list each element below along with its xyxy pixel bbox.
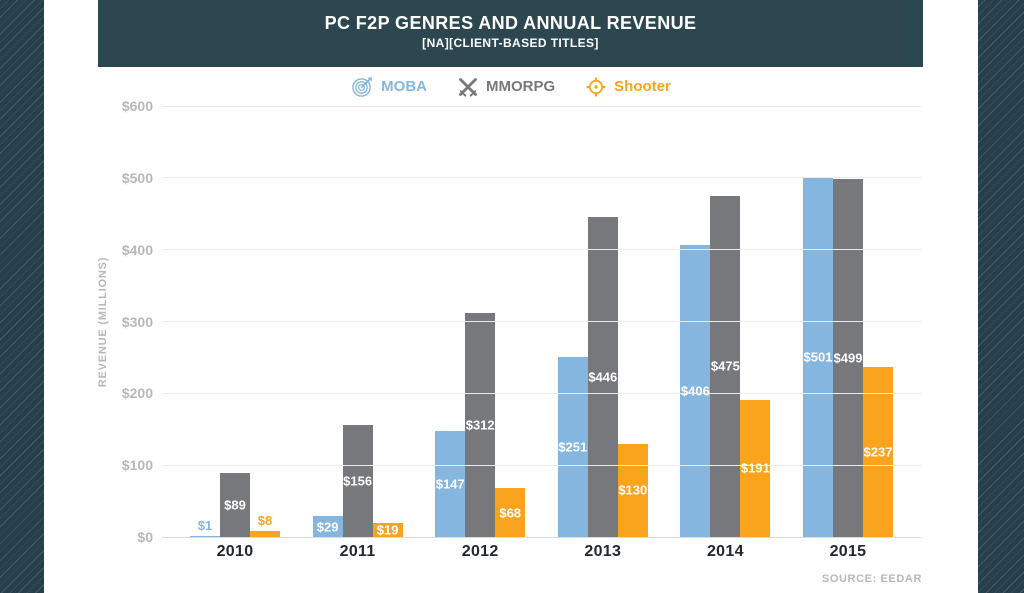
bar-value-label: $501 <box>803 349 833 365</box>
chart-header: PC F2P GENRES AND ANNUAL REVENUE [NA][CL… <box>98 0 923 67</box>
bar-value-label: $1 <box>197 518 213 534</box>
bar-group-2015: $501 $499 $237 2015 <box>802 106 893 560</box>
bar-shooter-2015: $237 <box>862 366 893 537</box>
bar-group-2010: $1 $89 $8 2010 <box>190 106 280 560</box>
bar-value-label: $191 <box>740 460 770 476</box>
x-axis-label-2014: 2014 <box>706 543 744 560</box>
bar-value-label: $130 <box>618 482 648 498</box>
legend: MOBA MMORPG <box>44 75 978 98</box>
x-axis-label-2015: 2015 <box>829 543 867 560</box>
bar-shooter-2012: $68 <box>495 488 526 537</box>
bar-value-label: $446 <box>588 369 618 385</box>
x-axis-label-2012: 2012 <box>461 543 499 560</box>
crosshair-icon <box>585 76 607 98</box>
bar-group-2013: $251 $446 $130 2013 <box>557 106 648 560</box>
bar-shooter-2011: $19 <box>372 522 403 538</box>
bar-group-2014: $406 $475 $191 2014 <box>680 106 771 560</box>
gridline-$100 <box>162 464 921 466</box>
bar-shooter-2010: $8 <box>250 513 280 537</box>
bar-chart: REVENUE (MILLIONS) $1 $89 $8 2010 $29 $156 $19… <box>97 98 921 560</box>
bar-value-label: $475 <box>710 358 740 374</box>
bar-value-label: $147 <box>435 476 465 492</box>
bar-moba-2012: $147 <box>435 431 466 537</box>
bar-group-2012: $147 $312 $68 2012 <box>435 106 526 560</box>
gridline-$0 <box>162 536 921 538</box>
bar-moba-2011: $29 <box>312 516 343 537</box>
bar-mmorpg-2012: $312 <box>465 312 496 537</box>
bar-mmorpg-2014: $475 <box>710 195 741 537</box>
page-title: PC F2P GENRES AND ANNUAL REVENUE <box>324 13 697 33</box>
y-tick-label: $200 <box>121 385 153 402</box>
y-tick-label: $0 <box>137 529 153 545</box>
bar-shooter-2013: $130 <box>617 443 648 537</box>
bar-value-label: $8 <box>257 513 273 529</box>
bar-mmorpg-2015: $499 <box>832 178 863 537</box>
bar-moba-2014: $406 <box>680 245 711 537</box>
source-credit: SOURCE: EEDAR <box>821 573 922 585</box>
gridline-$400 <box>162 249 921 251</box>
bar-value-label: $499 <box>833 350 863 366</box>
bar-mmorpg-2013: $446 <box>587 216 618 537</box>
bar-group-2011: $29 $156 $19 2011 <box>312 106 403 560</box>
bar-shooter-2014: $191 <box>740 399 771 537</box>
legend-item-mmorpg: MMORPG <box>457 77 555 97</box>
bar-value-label: $237 <box>863 444 893 460</box>
y-tick-label: $100 <box>121 457 153 474</box>
plot-area: $1 $89 $8 2010 $29 $156 $19 2011 $147 $312 $68 2012… <box>162 106 921 560</box>
bar-value-label: $68 <box>499 505 522 521</box>
page-subtitle: [NA][CLIENT-BASED TITLES] <box>422 36 599 50</box>
target-dart-icon <box>351 75 374 98</box>
bar-value-label: $406 <box>680 383 710 399</box>
bar-moba-2013: $251 <box>557 356 588 537</box>
bar-value-label: $29 <box>316 519 339 535</box>
bar-value-label: $156 <box>343 473 373 489</box>
y-tick-label: $300 <box>121 313 153 330</box>
bar-value-label: $312 <box>465 417 495 433</box>
gridline-$500 <box>162 177 921 179</box>
legend-label-shooter: Shooter <box>614 78 671 95</box>
gridline-$200 <box>162 392 921 394</box>
legend-item-moba: MOBA <box>351 75 427 98</box>
bar-value-label: $19 <box>376 522 399 538</box>
x-axis-label-2010: 2010 <box>216 543 254 560</box>
infographic-panel: PC F2P GENRES AND ANNUAL REVENUE [NA][CL… <box>44 0 978 593</box>
y-tick-label: $400 <box>121 241 153 258</box>
legend-item-shooter: Shooter <box>585 76 671 98</box>
y-tick-label: $600 <box>121 98 153 114</box>
x-axis-label-2011: 2011 <box>339 543 376 560</box>
bar-mmorpg-2011: $156 <box>342 424 373 537</box>
legend-label-mmorpg: MMORPG <box>485 78 556 95</box>
bar-value-label: $89 <box>224 497 246 513</box>
y-tick-label: $500 <box>121 169 153 186</box>
crossed-swords-icon <box>457 77 479 97</box>
bar-value-label: $251 <box>558 439 588 455</box>
bar-moba-2015: $501 <box>802 177 833 537</box>
bar-mmorpg-2010: $89 <box>220 473 250 537</box>
gridline-$300 <box>162 321 921 322</box>
gridline-$600 <box>162 105 921 107</box>
legend-label-moba: MOBA <box>381 78 427 95</box>
x-axis-label-2013: 2013 <box>584 543 622 560</box>
